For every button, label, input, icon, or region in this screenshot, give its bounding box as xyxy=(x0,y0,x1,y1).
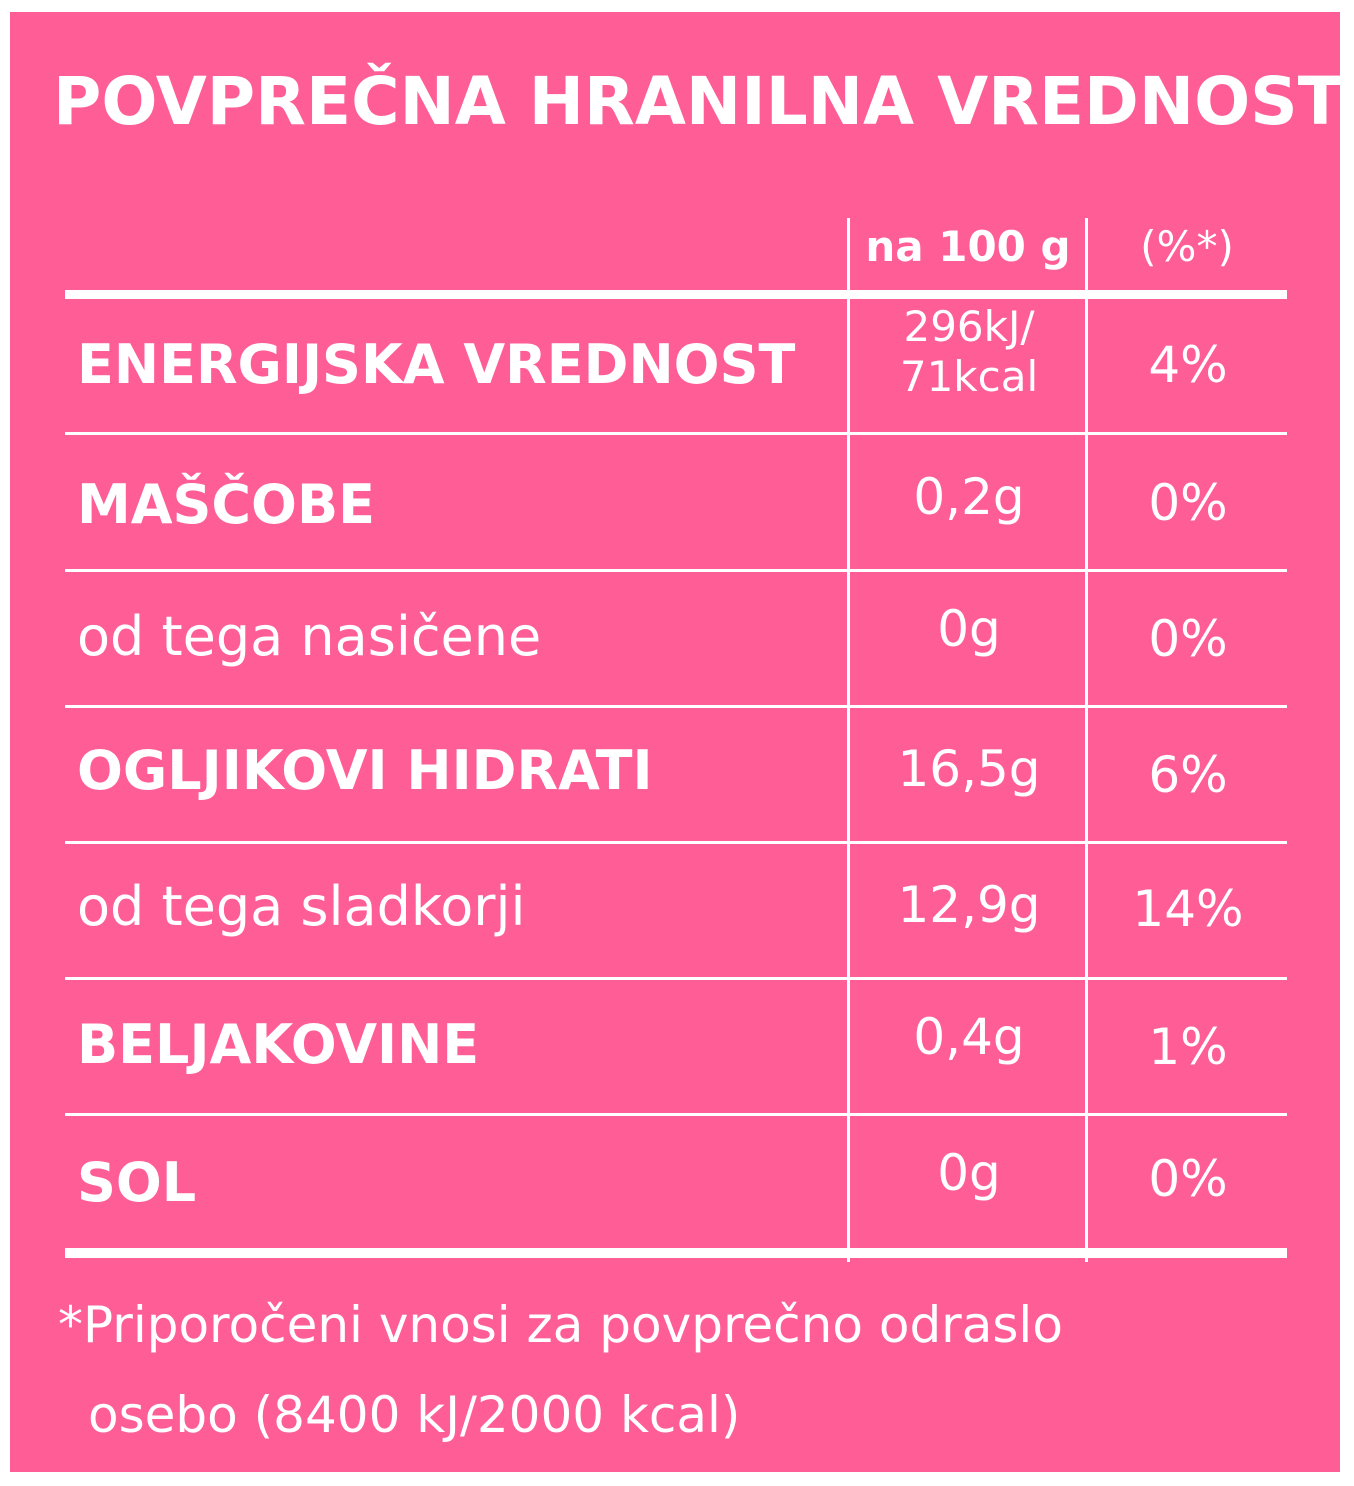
energy-value-kcal: 71kcal xyxy=(899,352,1039,401)
fat-value: 0,2g xyxy=(913,468,1025,526)
footnote-line-1: *Priporočeni vnosi za povprečno odraslo xyxy=(58,1296,1063,1354)
row-label-fat: MAŠČOBE xyxy=(77,473,376,536)
row-label-saturated: od tega nasičene xyxy=(77,605,542,668)
column-header-percent: (%*) xyxy=(1140,222,1234,271)
row-label-carbohydrates: OGLJIKOVI HIDRATI xyxy=(77,739,653,802)
footnote-line-2: osebo (8400 kJ/2000 kcal) xyxy=(88,1386,741,1444)
table-bottom-border xyxy=(65,1248,1287,1258)
carbohydrates-percent: 6% xyxy=(1148,746,1228,804)
salt-percent: 0% xyxy=(1148,1150,1228,1208)
column-divider-1 xyxy=(847,218,850,1262)
saturated-percent: 0% xyxy=(1148,610,1228,668)
row-divider xyxy=(65,1113,1287,1116)
energy-value: 296kJ/ 71kcal xyxy=(850,302,1088,402)
footnote: *Priporočeni vnosi za povprečno odraslo … xyxy=(58,1280,1328,1460)
row-label-energy: ENERGIJSKA VREDNOST xyxy=(77,333,796,396)
row-divider xyxy=(65,432,1287,435)
row-divider xyxy=(65,705,1287,708)
panel-title: POVPREČNA HRANILNA VREDNOST xyxy=(53,63,1343,140)
sugars-value: 12,9g xyxy=(897,876,1041,934)
nutrition-panel: POVPREČNA HRANILNA VREDNOST na 100 g (%*… xyxy=(10,12,1343,1472)
row-divider xyxy=(65,841,1287,844)
row-label-proteins: BELJAKOVINE xyxy=(77,1013,480,1076)
proteins-percent: 1% xyxy=(1148,1018,1228,1076)
header-divider xyxy=(65,290,1287,299)
column-header-per-100g: na 100 g xyxy=(865,222,1071,271)
saturated-value: 0g xyxy=(937,600,1001,658)
carbohydrates-value: 16,5g xyxy=(897,740,1041,798)
row-divider xyxy=(65,569,1287,572)
row-label-sugars: od tega sladkorji xyxy=(77,875,526,938)
column-divider-2 xyxy=(1085,218,1088,1262)
row-label-salt: SOL xyxy=(77,1151,197,1214)
proteins-value: 0,4g xyxy=(913,1008,1025,1066)
sugars-percent: 14% xyxy=(1132,880,1244,938)
salt-value: 0g xyxy=(937,1144,1001,1202)
row-divider xyxy=(65,977,1287,980)
energy-value-kj: 296kJ/ xyxy=(903,302,1035,351)
energy-percent: 4% xyxy=(1148,336,1228,394)
fat-percent: 0% xyxy=(1148,474,1228,532)
